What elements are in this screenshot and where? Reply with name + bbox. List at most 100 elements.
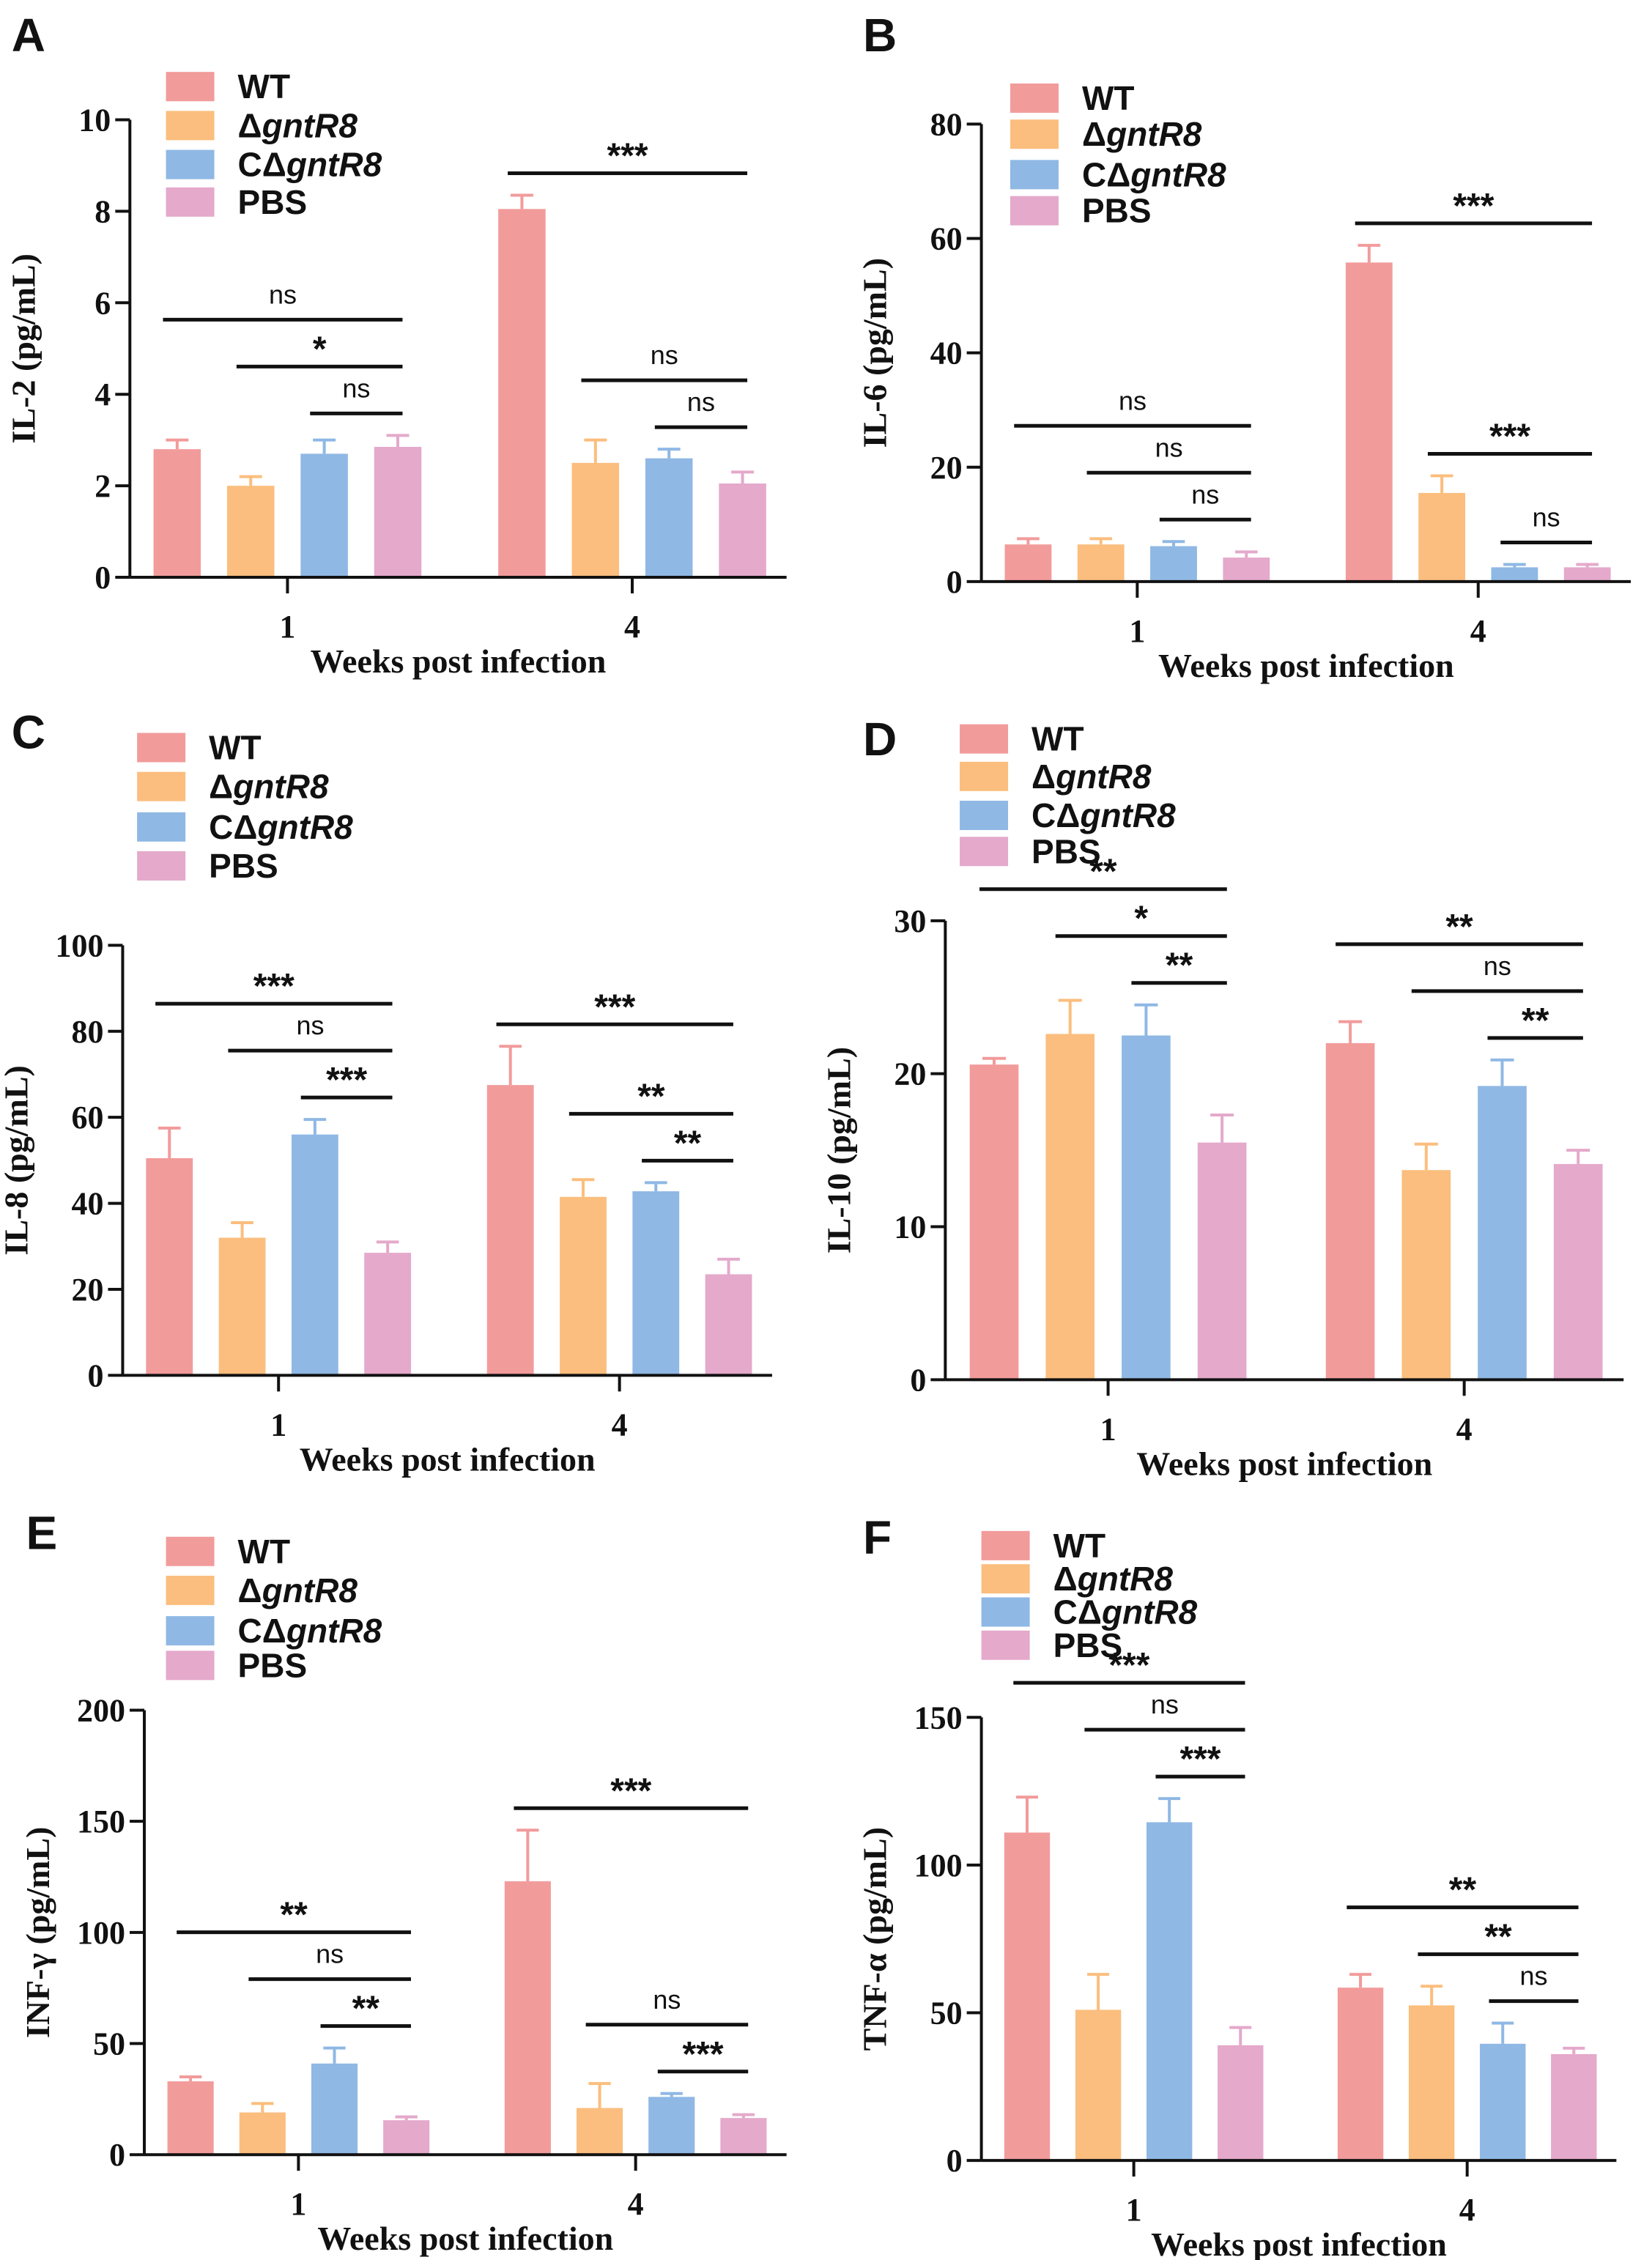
legend-label: PBS: [1053, 1626, 1123, 1664]
legend-swatch-2: [981, 1597, 1030, 1627]
x-tick-label: 4: [1459, 2192, 1475, 2228]
y-tick-label: 50: [93, 2026, 125, 2062]
x-axis-title: Weeks post infection: [317, 2220, 613, 2257]
legend-label: ΔgntR8: [209, 768, 329, 806]
x-axis-title: Weeks post infection: [1151, 2226, 1447, 2260]
y-tick-label: 80: [930, 106, 963, 142]
significance-label: ns: [1520, 1961, 1548, 1991]
significance-label: **: [1089, 853, 1117, 892]
bar-ΔgntR8-week1: [226, 486, 275, 577]
bar-CΔgntR8-week1: [1146, 1822, 1193, 2161]
significance-label: **: [352, 1990, 380, 2029]
legend-label: WT: [1082, 79, 1135, 117]
panel-c: C WTΔgntR8CΔgntR8PBS1***ns***4*******0204…: [0, 705, 772, 1478]
y-tick-label: 4: [95, 377, 111, 412]
significance-label: ns: [1155, 432, 1183, 462]
bar-CΔgntR8-week4: [648, 2097, 695, 2155]
x-tick-label: 4: [1470, 613, 1486, 649]
legend-swatch-2: [137, 812, 186, 842]
y-tick-label: 0: [910, 1362, 926, 1398]
y-tick-label: 20: [930, 450, 963, 486]
bar-CΔgntR8-week1: [300, 453, 348, 577]
y-tick-label: 20: [71, 1272, 103, 1308]
bar-ΔgntR8-week4: [560, 1196, 607, 1376]
y-axis-title: TNF-α (pg/mL): [856, 1827, 894, 2051]
bar-WT-week4: [1325, 1042, 1375, 1380]
x-tick-label: 4: [628, 2186, 644, 2222]
y-tick-label: 50: [930, 1995, 963, 2031]
y-tick-label: 0: [947, 564, 963, 600]
bar-PBS-week1: [374, 447, 422, 577]
bar-PBS-week1: [1218, 2045, 1264, 2161]
legend-label: PBS: [1082, 192, 1152, 230]
significance-label: ns: [269, 279, 297, 309]
bar-WT-week4: [504, 1881, 551, 2155]
significance-label: ***: [326, 1061, 367, 1100]
bar-WT-week1: [969, 1064, 1019, 1380]
bar-ΔgntR8-week1: [1075, 2009, 1122, 2161]
significance-label: ns: [316, 1939, 344, 1969]
bar-ΔgntR8-week1: [218, 1237, 266, 1376]
legend-swatch-1: [166, 1575, 215, 1605]
y-axis-title: IL-2 (pg/mL): [4, 253, 42, 443]
x-tick-label: 4: [624, 609, 640, 645]
y-tick-label: 200: [77, 1692, 125, 1728]
bar-ΔgntR8-week4: [1408, 2005, 1455, 2161]
significance-label: ***: [594, 988, 635, 1026]
legend-label: WT: [1053, 1527, 1106, 1565]
significance-label: ns: [687, 387, 715, 417]
legend-label: ΔgntR8: [238, 1571, 358, 1609]
significance-label: **: [1484, 1918, 1512, 1957]
legend-label: WT: [238, 1533, 291, 1571]
significance-label: *: [1134, 900, 1148, 938]
legend-swatch-2: [166, 1616, 215, 1646]
bar-CΔgntR8-week1: [1150, 546, 1197, 582]
legend-swatch-2: [960, 801, 1009, 831]
bar-CΔgntR8-week4: [645, 458, 693, 577]
y-tick-label: 20: [894, 1056, 926, 1092]
significance-label: ns: [342, 373, 370, 403]
significance-label: ***: [1453, 187, 1494, 226]
bar-PBS-week1: [1197, 1142, 1247, 1380]
legend-label: PBS: [238, 1646, 308, 1684]
y-axis-title: INF-γ (pg/mL): [19, 1827, 56, 2039]
bar-PBS-week4: [1553, 1163, 1603, 1380]
legend-swatch-1: [960, 761, 1009, 791]
legend-label: WT: [209, 728, 262, 766]
y-tick-label: 80: [71, 1014, 103, 1050]
bar-WT-week1: [146, 1157, 193, 1376]
legend-swatch-3: [1010, 196, 1059, 226]
significance-label: ***: [607, 137, 648, 176]
bar-CΔgntR8-week1: [291, 1134, 338, 1376]
bar-ΔgntR8-week4: [1401, 1170, 1451, 1380]
significance-label: ***: [253, 967, 295, 1006]
legend-swatch-1: [166, 111, 215, 141]
bar-ΔgntR8-week4: [1418, 492, 1466, 582]
bar-PBS-week4: [720, 2118, 767, 2155]
y-tick-label: 10: [78, 103, 111, 138]
y-tick-label: 40: [930, 336, 963, 371]
bar-WT-week4: [498, 209, 546, 577]
bar-CΔgntR8-week4: [1491, 567, 1538, 582]
significance-label: ***: [610, 1771, 651, 1810]
legend-swatch-0: [981, 1530, 1030, 1560]
significance-label: ns: [1533, 502, 1560, 532]
y-tick-label: 0: [87, 1357, 103, 1393]
legend-label: ΔgntR8: [1031, 757, 1152, 796]
x-axis-title: Weeks post infection: [311, 642, 607, 680]
bar-CΔgntR8-week1: [1122, 1035, 1171, 1380]
legend-label: PBS: [238, 183, 308, 221]
bar-CΔgntR8-week4: [632, 1191, 680, 1376]
legend-swatch-0: [166, 1536, 215, 1566]
bar-ΔgntR8-week4: [571, 462, 620, 577]
legend-label: CΔgntR8: [1082, 155, 1226, 193]
y-tick-label: 8: [95, 193, 111, 229]
legend-swatch-3: [166, 187, 215, 217]
panel-letter: F: [863, 1511, 892, 1564]
significance-label: ns: [1151, 1689, 1179, 1719]
legend-swatch-1: [137, 771, 186, 801]
x-axis-title: Weeks post infection: [1158, 647, 1454, 684]
significance-label: ns: [651, 340, 678, 370]
panel-letter: C: [12, 705, 45, 758]
